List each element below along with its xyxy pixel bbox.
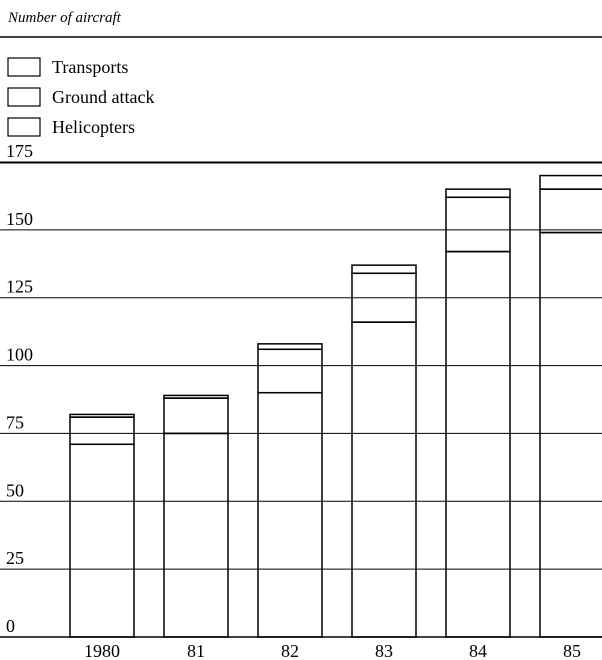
bars <box>69 174 602 638</box>
y-tick-label-75: 75 <box>6 412 24 432</box>
chart-title: Number of aircraft <box>7 10 122 26</box>
x-tick-label-81: 81 <box>187 641 205 660</box>
legend-label-transports: Transports <box>52 57 128 77</box>
y-tick-label-125: 125 <box>6 277 33 297</box>
y-axis-ticks: 0 25 50 75 100 125 150 175 <box>6 141 33 636</box>
bar-ground-attack-1980 <box>69 416 135 446</box>
bar-helicopters-85 <box>539 231 602 638</box>
x-tick-label-82: 82 <box>281 641 299 660</box>
bar-transports-85 <box>539 174 602 190</box>
x-tick-label-84: 84 <box>469 641 487 660</box>
x-tick-label-83: 83 <box>375 641 393 660</box>
bar-helicopters-1980 <box>69 443 135 638</box>
x-tick-label-1980: 1980 <box>84 641 120 660</box>
bar-transports-84 <box>445 188 511 199</box>
bar-ground-attack-82 <box>257 348 323 394</box>
bar-ground-attack-84 <box>445 196 511 253</box>
y-tick-label-0: 0 <box>6 616 15 636</box>
y-tick-label-25: 25 <box>6 548 24 568</box>
bar-transports-82 <box>257 343 323 351</box>
y-tick-label-50: 50 <box>6 480 24 500</box>
bar-transports-83 <box>351 264 417 275</box>
bar-helicopters-81 <box>163 432 229 638</box>
bar-helicopters-82 <box>257 391 323 638</box>
bar-transports-1980 <box>69 413 135 418</box>
legend-swatch-ground-attack <box>7 87 41 107</box>
x-axis-ticks: 1980 81 82 83 84 85 <box>84 641 581 660</box>
bar-helicopters-83 <box>351 321 417 638</box>
bar-ground-attack-85 <box>539 188 602 234</box>
y-tick-label-100: 100 <box>6 345 33 365</box>
y-tick-label-175: 175 <box>6 141 33 161</box>
legend-swatch-transports <box>7 57 41 77</box>
x-tick-label-85: 85 <box>563 641 581 660</box>
bar-transports-81 <box>163 394 229 399</box>
bar-ground-attack-81 <box>163 397 229 435</box>
gridlines <box>0 161 602 638</box>
legend-swatch-helicopters <box>7 117 41 137</box>
legend-label-helicopters: Helicopters <box>52 117 135 137</box>
legend: Transports Ground attack Helicopters <box>7 57 154 137</box>
legend-label-ground-attack: Ground attack <box>52 87 154 107</box>
bar-helicopters-84 <box>445 250 511 638</box>
y-tick-label-150: 150 <box>6 209 33 229</box>
